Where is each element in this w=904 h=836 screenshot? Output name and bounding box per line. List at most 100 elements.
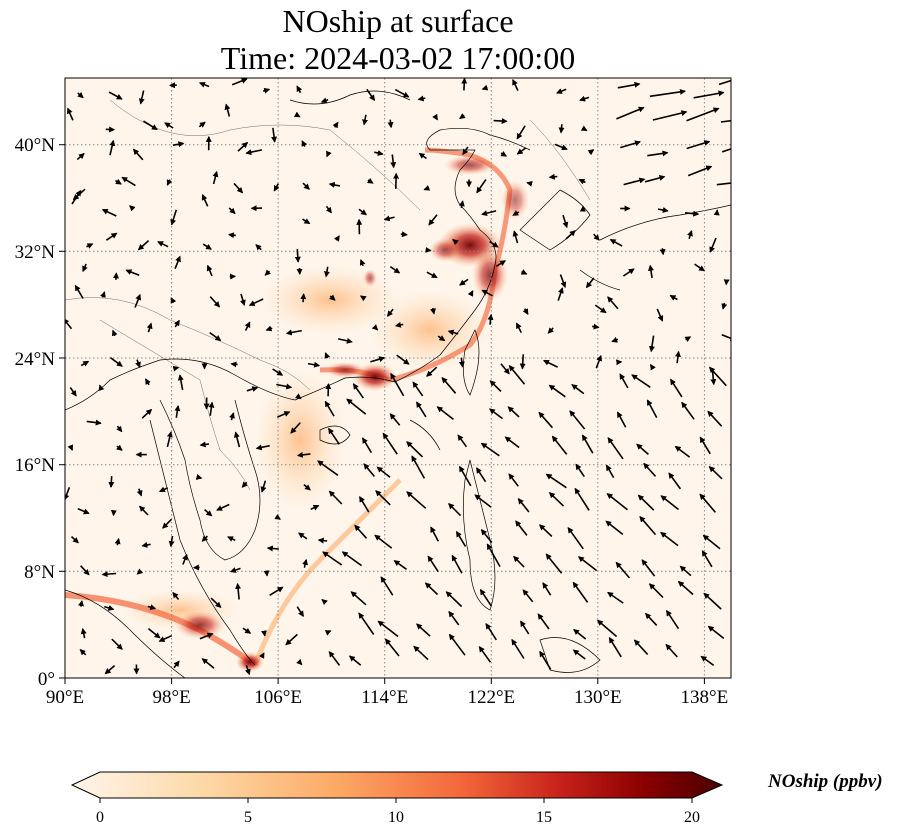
wind-vector [721,148,731,153]
wind-vector [245,149,263,156]
wind-vector [242,627,252,634]
wind-vector [82,263,88,273]
wind-vector [377,620,399,638]
colorbar-tick-label: 20 [684,809,700,826]
wind-vector [111,329,118,337]
wind-vector [114,178,122,185]
wind-vector [479,588,493,607]
wind-vector [195,474,203,480]
wind-vector [616,411,627,428]
wind-vector [285,329,302,336]
wind-vector [412,381,424,397]
wind-vector [208,401,215,416]
wind-vector [332,121,339,129]
lon-tick-label: 130°E [574,687,622,708]
wind-vector [116,425,123,433]
wind-vector [522,308,529,315]
wind-vector [129,205,136,212]
wind-vector [556,88,567,94]
wind-vector [324,400,335,417]
wind-vector [297,532,308,540]
wind-vector [274,513,281,520]
wind-vector [182,553,188,565]
wind-vector [516,147,527,155]
wind-vector [718,79,731,86]
wind-vector [522,589,534,603]
wind-vector [135,359,141,369]
wind-vector [581,434,594,454]
wind-vector [587,149,595,156]
wind-vector [567,526,584,550]
wind-vector [447,329,459,336]
colorbar-tick-label: 10 [388,809,404,826]
wind-vector [605,520,624,536]
wind-vector [701,550,713,568]
wind-vector [578,178,586,185]
wind-vector [172,141,185,148]
wind-vector [668,472,682,490]
wind-vector [542,359,558,368]
wind-vector [608,636,622,658]
wind-vector [508,473,519,487]
wind-vector [681,401,695,420]
wind-vector [485,622,497,641]
wind-vector [669,294,678,301]
wind-vector [248,298,264,307]
wind-vector [74,284,84,299]
wind-vector [448,610,460,626]
wind-vector [125,269,140,277]
wind-vector [164,122,174,129]
wind-vector [136,488,143,497]
wind-vector [384,638,400,657]
wind-vector [380,576,394,596]
wind-vector [538,411,554,429]
wind-vector [489,240,499,248]
wind-vector [216,503,230,511]
wind-vector [348,655,362,666]
wind-vector [389,265,401,274]
wind-vector [296,85,303,94]
wind-vector [430,307,436,315]
wind-vector [138,90,145,105]
wind-vector [198,81,210,88]
wind-vector [350,591,367,606]
wind-vector [548,173,558,180]
wind-vector [76,152,85,161]
wind-vector [198,121,206,128]
wind-vector [139,505,149,516]
wind-vector [101,571,117,578]
malacca-hotspot [175,611,225,639]
wind-vector [571,384,585,395]
lat-tick-label: 0° [38,669,55,690]
lat-tick-label: 16°N [15,455,56,476]
colorbar: 0 5 10 15 20 [70,771,724,826]
wind-vector [489,408,503,420]
wind-vector [172,365,180,372]
wind-vector [79,649,87,656]
wind-vector [366,88,376,102]
wind-vector [244,321,251,331]
wind-vector [573,628,587,640]
wind-vector [294,249,301,263]
wind-vector [489,380,502,392]
lat-tick-labels: 0° 8°N 16°N 24°N 32°N 40°N [15,135,56,690]
gulf-plume [255,370,345,510]
wind-vector [134,293,141,308]
wind-vector [637,494,655,511]
wind-vector [147,627,161,639]
wind-vector [644,174,666,183]
wind-vector [545,553,563,574]
wind-vector [386,308,394,317]
wind-vector [199,632,214,640]
wind-vector [647,150,669,157]
wind-vector [290,422,301,434]
wind-vector [574,487,590,511]
lat-tick-label: 40°N [15,135,56,156]
wind-vector [512,78,519,91]
wind-vector [458,200,465,209]
wind-vector [617,81,641,89]
wind-vector [359,295,367,302]
wind-vector [512,210,520,216]
wind-vector [641,559,656,577]
